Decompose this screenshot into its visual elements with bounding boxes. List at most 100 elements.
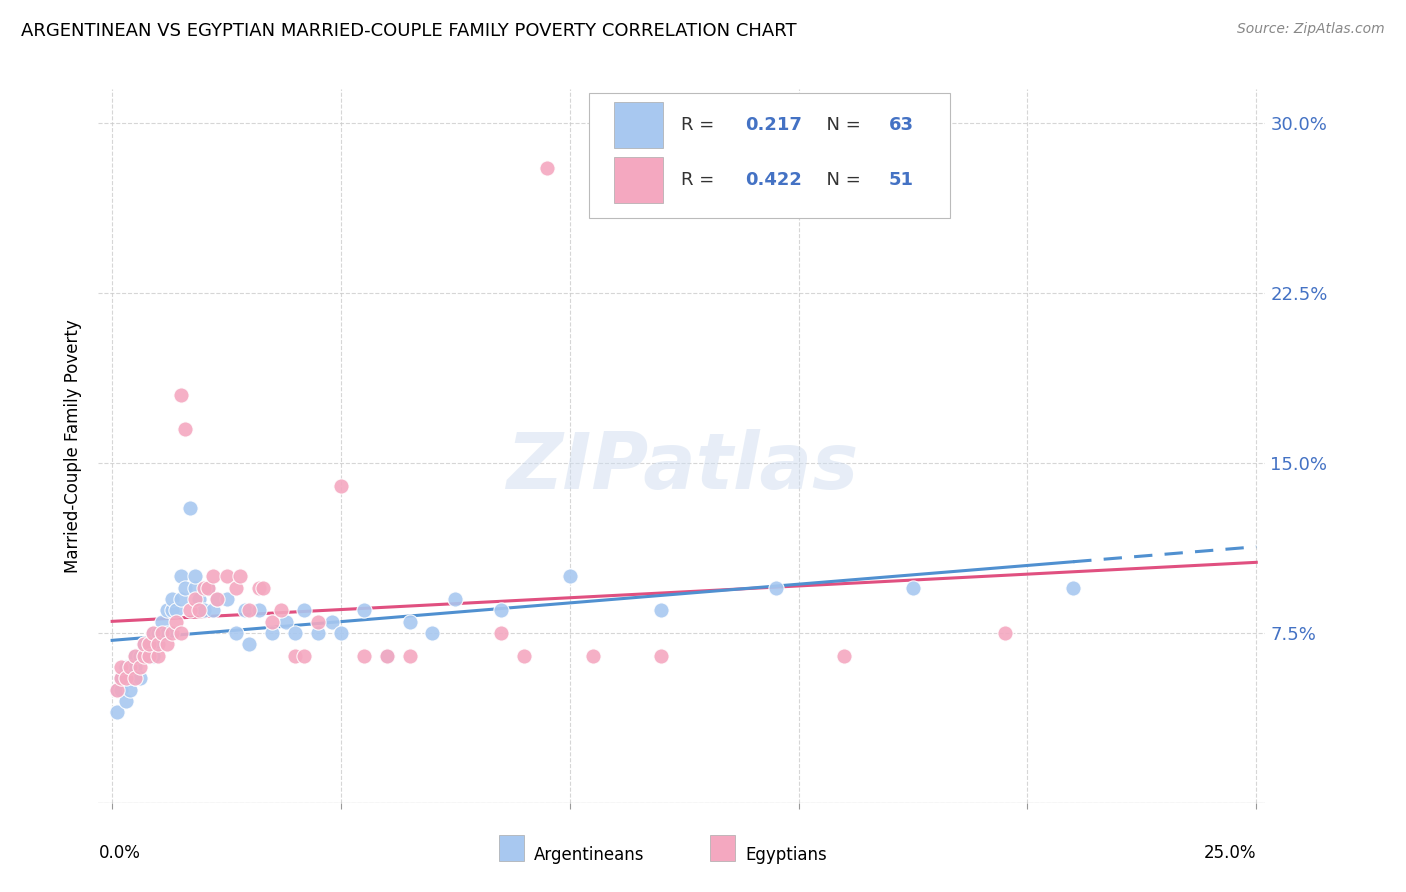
Text: 25.0%: 25.0% [1204, 844, 1256, 862]
Point [183, 591, 205, 606]
Point [110, 671, 132, 685]
Point [115, 671, 138, 685]
Point [307, 615, 329, 629]
Point [353, 603, 375, 617]
Point [650, 603, 672, 617]
Point [160, 626, 183, 640]
Point [274, 615, 297, 629]
Text: ZIPatlas: ZIPatlas [506, 429, 858, 506]
FancyBboxPatch shape [589, 93, 950, 218]
Point [160, 591, 183, 606]
Point [375, 648, 398, 663]
Point [170, 626, 193, 640]
Point [262, 615, 284, 629]
Point [238, 637, 260, 651]
Point [174, 581, 197, 595]
Point [513, 648, 536, 663]
Point [292, 603, 315, 617]
Point [146, 626, 169, 640]
Point [225, 626, 247, 640]
Point [134, 648, 156, 663]
Point [247, 603, 270, 617]
Point [110, 660, 132, 674]
Point [834, 648, 856, 663]
Point [398, 648, 420, 663]
Point [284, 626, 307, 640]
Point [901, 581, 924, 595]
Point [120, 660, 142, 674]
Point [152, 626, 174, 640]
Point [422, 626, 444, 640]
Point [229, 569, 252, 583]
Point [321, 615, 343, 629]
Point [183, 569, 205, 583]
Point [270, 603, 292, 617]
Point [156, 626, 179, 640]
Point [115, 660, 138, 674]
Point [193, 581, 215, 595]
Point [120, 682, 142, 697]
Point [124, 671, 146, 685]
Point [489, 603, 512, 617]
Point [650, 648, 672, 663]
Point [142, 648, 165, 663]
Text: R =: R = [681, 116, 720, 134]
Point [152, 615, 174, 629]
Text: 63: 63 [889, 116, 914, 134]
Point [582, 648, 605, 663]
Text: R =: R = [681, 171, 720, 189]
Point [489, 626, 512, 640]
Point [128, 648, 150, 663]
Point [165, 603, 187, 617]
Point [134, 648, 156, 663]
Text: Argentineans: Argentineans [534, 846, 645, 863]
Point [142, 626, 165, 640]
Point [375, 648, 398, 663]
Text: N =: N = [815, 116, 866, 134]
Point [152, 626, 174, 640]
Text: Egyptians: Egyptians [745, 846, 827, 863]
Point [128, 671, 150, 685]
Point [238, 603, 260, 617]
Point [330, 626, 353, 640]
Point [292, 648, 315, 663]
Point [353, 648, 375, 663]
Point [138, 637, 160, 651]
Point [179, 501, 201, 516]
Point [252, 581, 274, 595]
Point [105, 705, 128, 719]
Point [558, 569, 581, 583]
Point [124, 660, 146, 674]
Point [170, 569, 193, 583]
Point [398, 615, 420, 629]
Point [179, 603, 201, 617]
Point [138, 648, 160, 663]
Point [146, 637, 169, 651]
Point [197, 581, 219, 595]
Point [170, 388, 193, 402]
FancyBboxPatch shape [614, 157, 664, 203]
Point [233, 603, 256, 617]
Point [993, 626, 1015, 640]
Point [193, 603, 215, 617]
Point [284, 648, 307, 663]
Point [307, 626, 329, 640]
Point [165, 615, 187, 629]
Point [174, 422, 197, 436]
Point [110, 682, 132, 697]
Point [134, 637, 156, 651]
Point [146, 648, 169, 663]
Y-axis label: Married-Couple Family Poverty: Married-Couple Family Poverty [65, 319, 83, 573]
Point [110, 671, 132, 685]
Point [120, 660, 142, 674]
Text: Source: ZipAtlas.com: Source: ZipAtlas.com [1237, 22, 1385, 37]
Text: ARGENTINEAN VS EGYPTIAN MARRIED-COUPLE FAMILY POVERTY CORRELATION CHART: ARGENTINEAN VS EGYPTIAN MARRIED-COUPLE F… [21, 22, 797, 40]
Point [215, 591, 238, 606]
Point [262, 626, 284, 640]
Point [247, 581, 270, 595]
Point [444, 591, 467, 606]
Point [105, 682, 128, 697]
FancyBboxPatch shape [614, 102, 664, 148]
Point [124, 648, 146, 663]
Point [536, 161, 558, 176]
